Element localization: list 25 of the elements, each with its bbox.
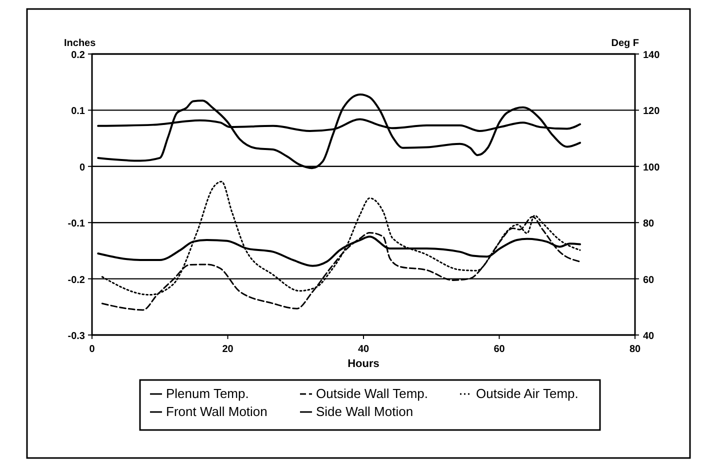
y2-tick-label: 120 [643, 106, 660, 118]
x-tick-label: 60 [494, 344, 506, 355]
y-tick-label: -0.3 [68, 331, 86, 342]
x-axis-title: Hours [348, 358, 380, 370]
y2-tick-label: 140 [643, 50, 660, 61]
x-tick-label: 0 [89, 344, 96, 355]
y-tick-label: 0 [79, 162, 86, 174]
y2-tick-label: 80 [643, 218, 655, 230]
x-tick-label: 80 [629, 344, 641, 355]
legend-label: Plenum Temp. [166, 386, 249, 401]
x-tick-label: 40 [358, 344, 370, 355]
legend-label: Front Wall Motion [166, 404, 268, 419]
y2-tick-label: 60 [643, 274, 655, 286]
y-axis-title: Inches [64, 38, 96, 49]
x-tick-label: 20 [222, 344, 234, 355]
y2-axis-title: Deg F [611, 38, 639, 49]
y-tick-label: -0.1 [68, 218, 86, 230]
y-tick-label: 0.1 [71, 106, 86, 118]
y-tick-label: -0.2 [68, 274, 86, 286]
y-tick-label: 0.2 [71, 50, 86, 61]
y2-tick-label: 40 [643, 331, 655, 342]
legend-label: Outside Wall Temp. [316, 386, 428, 401]
legend-label: Outside Air Temp. [476, 386, 578, 401]
legend-label: Side Wall Motion [316, 404, 414, 419]
y2-tick-label: 100 [643, 162, 660, 174]
